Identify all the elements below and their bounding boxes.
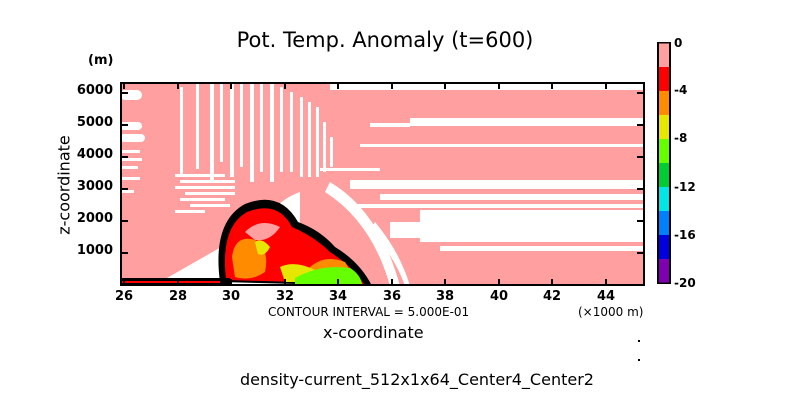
chart-title: Pot. Temp. Anomaly (t=600) bbox=[0, 28, 804, 52]
y-tick-label: 1000 bbox=[76, 243, 113, 258]
x-tick-label: 36 bbox=[382, 289, 402, 304]
chart-title-text: Pot. Temp. Anomaly (t=600) bbox=[236, 28, 534, 52]
y-tick-label: 3000 bbox=[76, 179, 113, 194]
x-axis-label: x-coordinate bbox=[323, 323, 424, 342]
heatmap-plot bbox=[120, 82, 645, 286]
y-tick-label: 2000 bbox=[76, 211, 113, 226]
x-tick-label: 44 bbox=[596, 289, 616, 304]
x-tick-label: 38 bbox=[435, 289, 455, 304]
x-tick-label: 26 bbox=[114, 289, 134, 304]
contour-interval-note: CONTOUR INTERVAL = 5.000E-01 bbox=[268, 305, 470, 319]
colorbar-label: -20 bbox=[674, 276, 696, 290]
colorbar-label: -8 bbox=[674, 131, 688, 145]
x-tick-label: 32 bbox=[275, 289, 295, 304]
colorbar bbox=[657, 42, 671, 284]
x-tick-label: 30 bbox=[221, 289, 241, 304]
colorbar-label: -16 bbox=[674, 228, 696, 242]
x-tick-label: 42 bbox=[542, 289, 562, 304]
y-axis-unit: (m) bbox=[88, 53, 114, 68]
y-tick-label: 6000 bbox=[76, 83, 113, 98]
x-axis-unit: (×1000 m) bbox=[578, 305, 644, 319]
x-tick-label: 34 bbox=[328, 289, 348, 304]
marker-dot bbox=[638, 340, 640, 342]
y-tick-label: 4000 bbox=[76, 147, 113, 162]
x-tick-label: 28 bbox=[168, 289, 188, 304]
y-tick-label: 5000 bbox=[76, 115, 113, 130]
marker-dot bbox=[638, 359, 640, 361]
dataset-caption: density-current_512x1x64_Center4_Center2 bbox=[240, 370, 594, 389]
colorbar-label: -4 bbox=[674, 83, 688, 97]
colorbar-label: -12 bbox=[674, 180, 696, 194]
colorbar-label: 0 bbox=[674, 36, 683, 50]
x-tick-label: 40 bbox=[489, 289, 509, 304]
